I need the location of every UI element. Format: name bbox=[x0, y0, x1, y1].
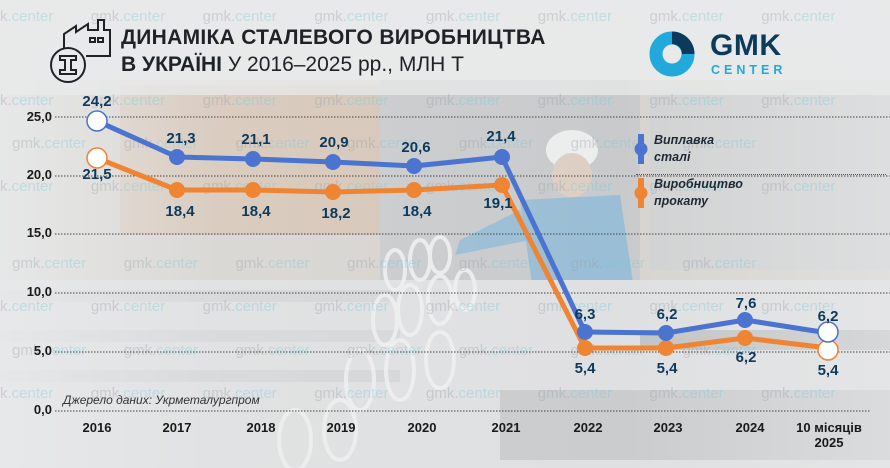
legend-rolled-swatch-icon bbox=[634, 178, 648, 208]
rolled-value-2020: 18,4 bbox=[402, 203, 432, 220]
y-tick-10: 10,0 bbox=[26, 284, 52, 299]
x-tick-label: 2022 bbox=[573, 420, 603, 435]
rolled-markers bbox=[86, 147, 839, 361]
steel-value-2017: 21,3 bbox=[166, 130, 196, 147]
x-tick-label: 10 місяців bbox=[796, 420, 862, 435]
legend-label: сталі bbox=[654, 150, 691, 164]
rolled-value-2017: 18,4 bbox=[165, 203, 195, 220]
watermark: gmk.center gmk.center gmk.center gmk.cen… bbox=[12, 135, 757, 152]
x-tick-2023: 2023 bbox=[623, 420, 713, 435]
factory-steel-beam-icon bbox=[50, 19, 111, 83]
x-tick-2021: 2021 bbox=[461, 420, 551, 435]
steel-value-2025: 6,2 bbox=[817, 308, 839, 325]
steel-value-2018: 21,1 bbox=[241, 131, 271, 148]
watermark: gmk.center gmk.center gmk.center gmk.cen… bbox=[12, 255, 757, 272]
y-tick-20: 20,0 bbox=[26, 167, 52, 182]
y-tick-15: 15,0 bbox=[26, 225, 52, 240]
rolled-value-2024: 6,2 bbox=[735, 349, 757, 366]
series-rolled-line bbox=[96, 155, 829, 351]
x-tick-2017: 2017 bbox=[132, 420, 222, 435]
x-tick-label: 2024 bbox=[735, 420, 765, 435]
legend-steel-swatch-icon bbox=[634, 134, 648, 164]
steel-value-2020: 20,6 bbox=[401, 139, 431, 156]
steel-markers bbox=[86, 110, 839, 343]
steel-value-2022: 6,3 bbox=[574, 306, 596, 323]
watermark: k.center gmk.center gmk.center gmk.cente… bbox=[0, 298, 836, 315]
gridlines bbox=[55, 116, 890, 412]
rolled-value-2023: 5,4 bbox=[656, 360, 678, 377]
x-tick-label: 2021 bbox=[491, 420, 521, 435]
watermark: k.center gmk.center gmk.center gmk.cente… bbox=[0, 385, 836, 402]
series-steel-line bbox=[95, 118, 829, 336]
x-tick-label: 2016 bbox=[82, 420, 112, 435]
watermark: k.center gmk.center gmk.center gmk.cente… bbox=[0, 8, 836, 25]
gmk-center-logo-icon bbox=[649, 31, 695, 77]
page-subtitle: В УКРАЇНІ У 2016–2025 рр., МЛН Т bbox=[121, 53, 464, 77]
rolled-value-2019: 18,2 bbox=[321, 205, 351, 222]
legend-label: Виплавка bbox=[654, 133, 715, 147]
y-tick-25: 25,0 bbox=[26, 109, 52, 124]
watermark: k.center gmk.center gmk.center gmk.cente… bbox=[0, 92, 836, 109]
x-tick-label: 2017 bbox=[162, 420, 192, 435]
x-tick-2016: 2016 bbox=[52, 420, 142, 435]
x-tick-2022: 2022 bbox=[543, 420, 633, 435]
x-tick-label: 2019 bbox=[326, 420, 356, 435]
x-tick-2024: 2024 bbox=[705, 420, 795, 435]
steel-value-2016: 24,2 bbox=[82, 93, 112, 110]
legend-item-steel: Виплавка сталі bbox=[654, 132, 714, 166]
legend-divider bbox=[636, 174, 886, 175]
y-tick-5: 5,0 bbox=[33, 343, 52, 358]
x-tick-2019: 2019 bbox=[296, 420, 386, 435]
logo-name-bottom: CENTER bbox=[711, 63, 787, 77]
x-tick-label-line2: 2025 bbox=[814, 435, 844, 450]
x-tick-2018: 2018 bbox=[216, 420, 306, 435]
rolled-value-2025: 5,4 bbox=[817, 362, 839, 379]
title-period-units: У 2016–2025 рр., МЛН Т bbox=[222, 53, 464, 76]
steel-value-2019: 20,9 bbox=[319, 134, 349, 151]
title-country: В УКРАЇНІ bbox=[121, 53, 223, 76]
y-tick-0: 0,0 bbox=[33, 402, 52, 417]
steel-value-2024: 7,6 bbox=[735, 295, 757, 312]
x-tick-label: 2018 bbox=[246, 420, 276, 435]
x-tick-label: 2020 bbox=[407, 420, 437, 435]
steel-value-2023: 6,2 bbox=[656, 306, 678, 323]
logo-name-top: GMK bbox=[710, 29, 782, 62]
rolled-value-2016: 21,5 bbox=[82, 166, 112, 183]
legend-item-rolled: Виробництво прокату bbox=[654, 176, 743, 210]
x-tick-label: 2023 bbox=[653, 420, 683, 435]
legend-label: Виробництво bbox=[654, 177, 743, 191]
steel-value-2021: 21,4 bbox=[486, 128, 516, 145]
x-tick-2020: 2020 bbox=[377, 420, 467, 435]
rolled-value-2018: 18,4 bbox=[241, 203, 271, 220]
rolled-value-2022: 5,4 bbox=[574, 360, 596, 377]
watermark: gmk.center gmk.center gmk.center gmk.cen… bbox=[12, 342, 757, 359]
legend-label: прокату bbox=[654, 194, 709, 208]
rolled-value-2021: 19,1 bbox=[483, 195, 513, 212]
x-tick-2025: 10 місяців 2025 bbox=[784, 420, 874, 450]
data-source-note: Джерело даних: Укрметалургпром bbox=[63, 393, 260, 407]
page-title: ДИНАМІКА СТАЛЕВОГО ВИРОБНИЦТВА bbox=[121, 26, 546, 49]
